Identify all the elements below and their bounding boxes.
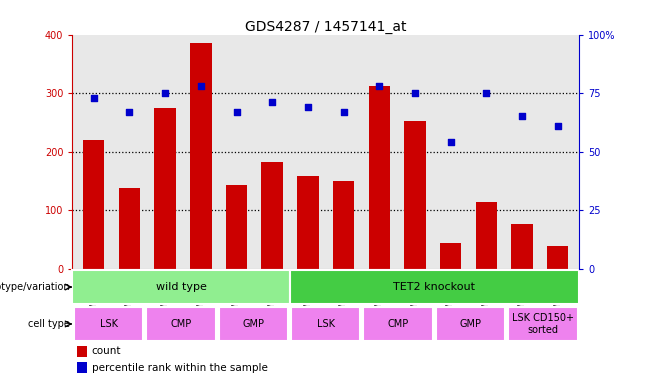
Bar [291,307,361,341]
Bar [290,270,579,304]
Bar [261,162,283,268]
Text: count: count [91,346,121,356]
Bar [226,185,247,268]
Point [517,113,527,119]
Bar [155,108,176,268]
Text: CMP: CMP [170,319,191,329]
Bar [78,362,87,373]
Text: LSK: LSK [316,319,335,329]
Title: GDS4287 / 1457141_at: GDS4287 / 1457141_at [245,20,407,33]
Bar [74,307,143,341]
Text: CMP: CMP [388,319,409,329]
Point [89,95,99,101]
Point [552,123,563,129]
Bar [333,181,354,268]
Bar [83,140,105,268]
Text: genotype/variation: genotype/variation [0,282,70,292]
Point [374,83,384,89]
Bar [368,86,390,268]
Text: LSK: LSK [99,319,118,329]
Point [338,109,349,115]
Bar [476,202,497,268]
Bar [190,43,211,268]
Text: wild type: wild type [155,282,207,292]
Text: GMP: GMP [459,319,482,329]
Text: percentile rank within the sample: percentile rank within the sample [91,362,268,372]
Point [195,83,206,89]
Bar [118,188,140,268]
Bar [547,246,569,268]
Point [303,104,313,110]
Bar [436,307,505,341]
Bar [297,176,318,268]
Point [481,90,492,96]
Bar [508,307,578,341]
Point [267,99,278,106]
Text: TET2 knockout: TET2 knockout [393,282,475,292]
Bar [146,307,216,341]
Bar [78,346,87,357]
Bar [440,243,461,268]
Bar [511,223,533,268]
Bar [363,307,433,341]
Point [231,109,241,115]
Bar [218,307,288,341]
Point [160,90,170,96]
Text: LSK CD150+
sorted: LSK CD150+ sorted [512,313,574,335]
Text: cell type: cell type [28,319,70,329]
Point [124,109,135,115]
Text: GMP: GMP [242,319,265,329]
Point [445,139,456,145]
Bar [404,121,426,268]
Bar [72,270,290,304]
Point [410,90,420,96]
